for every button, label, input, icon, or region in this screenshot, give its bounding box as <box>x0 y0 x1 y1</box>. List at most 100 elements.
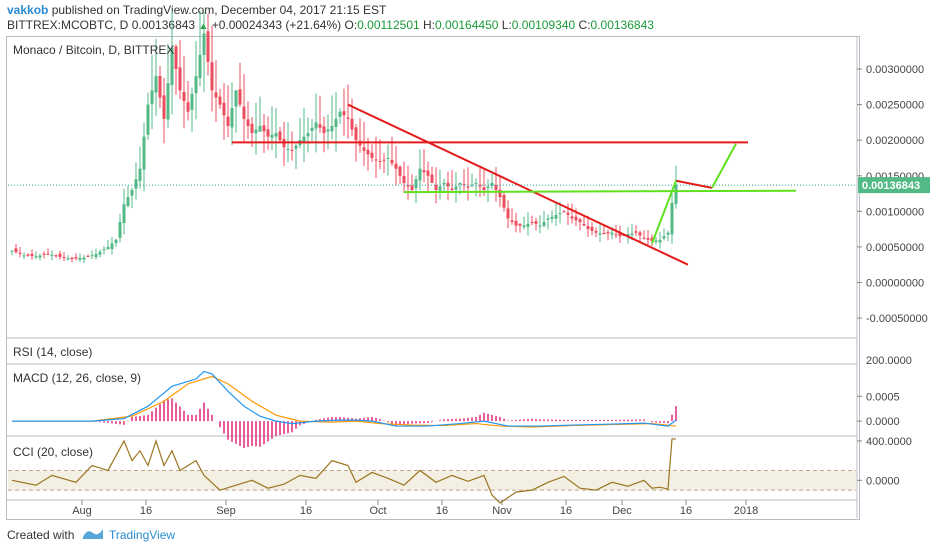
candle-body <box>542 222 546 226</box>
candle-body <box>538 225 542 227</box>
candle-body <box>110 243 114 250</box>
candle-body <box>182 91 186 102</box>
candle-body <box>474 182 478 184</box>
candle-body <box>566 212 570 215</box>
candle-body <box>578 219 582 223</box>
candle-body <box>254 129 258 134</box>
candle-body <box>130 189 134 196</box>
candle-body <box>642 237 646 239</box>
candle-body <box>342 111 346 116</box>
candle-body <box>18 252 22 254</box>
candle-body <box>354 127 358 141</box>
candle-body <box>554 214 558 219</box>
candle-body <box>598 233 602 235</box>
candle-body <box>362 147 366 151</box>
candle-body <box>50 254 54 257</box>
created-with-text: Created with <box>7 528 75 542</box>
candle-body <box>86 255 90 257</box>
main-pane-title: Monaco / Bitcoin, D, BITTREX <box>13 43 175 57</box>
candle-body <box>498 189 502 198</box>
candle-body <box>350 118 354 130</box>
candle-body <box>378 161 382 163</box>
candle-body <box>438 186 442 191</box>
candle-body <box>634 231 638 233</box>
candle-body <box>262 125 266 132</box>
chart-frame[interactable] <box>6 36 860 520</box>
candle-body <box>34 256 38 258</box>
candle-body <box>54 255 58 257</box>
candle-body <box>462 183 466 185</box>
candle-body <box>242 106 246 119</box>
time-tick-label: Aug <box>72 505 92 517</box>
footer: Created with TradingView <box>0 518 932 550</box>
candle-body <box>114 239 118 243</box>
candle-body <box>38 255 42 258</box>
green-projection-rise <box>711 143 737 189</box>
candle-body <box>574 216 578 221</box>
candle-body <box>410 185 414 190</box>
candle-body <box>90 255 94 257</box>
candle-body <box>250 123 254 134</box>
candle-body <box>614 234 618 236</box>
candle-body <box>126 197 130 206</box>
candle-body <box>446 182 450 187</box>
candle-body <box>666 232 670 235</box>
candle-body <box>434 184 438 190</box>
candle-body <box>142 136 146 170</box>
candle-body <box>146 104 150 135</box>
candle-body <box>370 152 374 158</box>
candle-body <box>454 186 458 190</box>
candle-body <box>590 227 594 231</box>
candle-body <box>158 75 162 98</box>
candle-body <box>42 253 46 255</box>
candle-body <box>546 218 550 220</box>
candle-body <box>134 179 138 189</box>
tradingview-logo-icon <box>83 529 103 539</box>
price-tick-label: 0.00250000 <box>866 100 924 112</box>
rsi-tick-label: 200.0000 <box>866 355 912 367</box>
time-tick-label: Sep <box>216 505 236 517</box>
candle-body <box>198 54 202 79</box>
candle-body <box>330 125 334 132</box>
candle-body <box>154 76 158 93</box>
candle-body <box>374 159 378 161</box>
time-tick-label: Nov <box>492 505 512 517</box>
candle-body <box>602 232 606 235</box>
candle-body <box>650 237 654 242</box>
cci-tick-label: 0.0000 <box>866 475 900 487</box>
candle-body <box>430 174 434 183</box>
time-tick-label: 16 <box>140 505 152 517</box>
quote-line: BITTREX:MCOBTC, D 0.00136843 ▲ +0.000243… <box>7 18 654 32</box>
open-value: 0.00112501 <box>357 18 420 32</box>
candle-body <box>66 258 70 260</box>
cci-line <box>11 438 676 504</box>
candle-body <box>486 186 490 188</box>
author-link[interactable]: vakkob <box>7 3 49 17</box>
rsi-pane-title: RSI (14, close) <box>13 345 93 359</box>
candle-body <box>270 134 274 138</box>
candle-body <box>338 111 342 117</box>
candle-body <box>558 213 562 215</box>
candle-body <box>494 185 498 190</box>
candle-body <box>534 221 538 224</box>
time-tick-label: Dec <box>612 505 632 517</box>
candle-body <box>398 166 402 176</box>
price-tick-label: -0.00050000 <box>866 313 928 325</box>
candle-body <box>166 83 170 120</box>
time-tick-label: 16 <box>300 505 312 517</box>
last-price-tag <box>858 177 930 194</box>
publish-text: published on TradingView.com, December 0… <box>51 3 387 17</box>
candle-body <box>178 67 182 91</box>
candle-body <box>266 129 270 137</box>
candle-body <box>442 182 446 185</box>
macd-tick-label: 0.0000 <box>866 416 900 428</box>
time-tick-label: 16 <box>560 505 572 517</box>
tradingview-brand-link[interactable]: TradingView <box>109 528 176 542</box>
cci-pane-title: CCI (20, close) <box>13 445 94 459</box>
candle-body <box>526 223 530 227</box>
candle-body <box>278 131 282 141</box>
candle-body <box>550 216 554 219</box>
candle-body <box>394 163 398 169</box>
candle-body <box>638 232 642 236</box>
